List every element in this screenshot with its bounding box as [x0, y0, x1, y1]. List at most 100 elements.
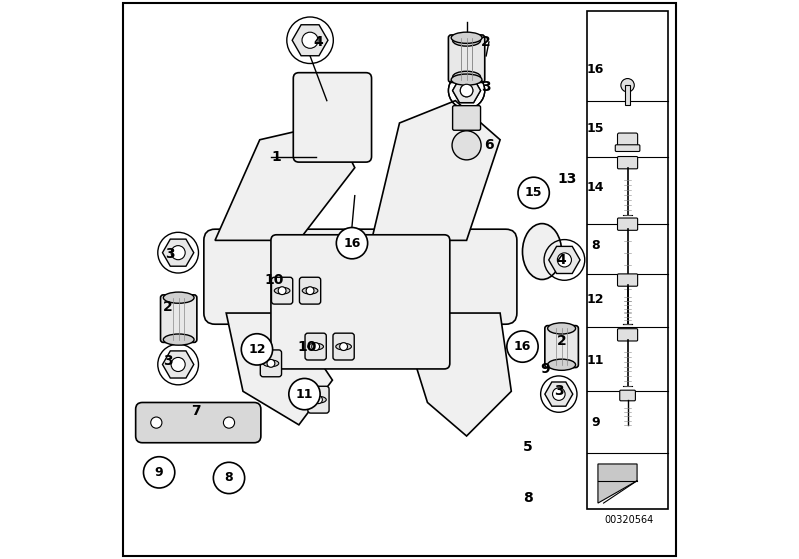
Text: 2: 2	[557, 334, 566, 348]
FancyBboxPatch shape	[452, 106, 480, 130]
Text: 15: 15	[525, 186, 543, 200]
Ellipse shape	[336, 343, 352, 350]
Polygon shape	[215, 123, 355, 240]
Circle shape	[306, 287, 314, 295]
Text: 3: 3	[163, 353, 173, 368]
Text: 16: 16	[587, 63, 604, 77]
Text: 12: 12	[587, 292, 605, 306]
Text: 11: 11	[296, 387, 313, 401]
Ellipse shape	[451, 74, 482, 85]
FancyBboxPatch shape	[305, 333, 326, 360]
FancyBboxPatch shape	[293, 73, 372, 162]
Circle shape	[507, 331, 539, 362]
Polygon shape	[226, 313, 332, 425]
Ellipse shape	[163, 292, 194, 303]
Polygon shape	[292, 25, 328, 56]
Ellipse shape	[308, 343, 324, 350]
FancyBboxPatch shape	[333, 333, 354, 360]
FancyBboxPatch shape	[618, 329, 638, 341]
Text: 8: 8	[523, 490, 533, 505]
Polygon shape	[372, 101, 500, 240]
Polygon shape	[452, 78, 480, 103]
Text: 9: 9	[155, 466, 164, 479]
Text: 3: 3	[554, 384, 563, 399]
Circle shape	[553, 388, 565, 400]
Text: 12: 12	[248, 343, 266, 356]
Bar	[587, 11, 669, 509]
Circle shape	[460, 84, 473, 97]
Polygon shape	[545, 382, 573, 406]
Ellipse shape	[523, 224, 562, 280]
Text: 6: 6	[484, 138, 494, 153]
Circle shape	[278, 287, 286, 295]
Text: 00320564: 00320564	[604, 515, 654, 525]
Ellipse shape	[263, 360, 279, 367]
Circle shape	[312, 343, 320, 350]
FancyBboxPatch shape	[260, 350, 281, 377]
FancyBboxPatch shape	[618, 157, 638, 169]
Bar	[625, 85, 630, 105]
Text: 8: 8	[225, 471, 233, 485]
FancyBboxPatch shape	[618, 274, 638, 286]
Polygon shape	[162, 351, 194, 378]
Polygon shape	[549, 247, 580, 273]
Text: 16: 16	[514, 340, 531, 353]
FancyBboxPatch shape	[545, 325, 578, 368]
FancyBboxPatch shape	[450, 37, 483, 79]
Text: 13: 13	[558, 172, 577, 186]
Circle shape	[213, 462, 244, 494]
Text: 9: 9	[540, 362, 550, 376]
Polygon shape	[162, 239, 194, 266]
Circle shape	[171, 245, 185, 260]
Circle shape	[288, 378, 320, 410]
Ellipse shape	[311, 396, 326, 403]
Circle shape	[302, 32, 318, 48]
Text: 7: 7	[191, 404, 201, 418]
FancyBboxPatch shape	[620, 390, 635, 401]
Circle shape	[267, 359, 275, 367]
Circle shape	[241, 334, 272, 365]
Circle shape	[224, 417, 235, 428]
Text: 15: 15	[587, 122, 605, 135]
Text: 3: 3	[481, 79, 491, 94]
Circle shape	[621, 79, 634, 92]
Polygon shape	[400, 313, 511, 436]
Text: 4: 4	[557, 253, 566, 267]
Polygon shape	[452, 78, 480, 103]
FancyBboxPatch shape	[204, 229, 517, 324]
FancyBboxPatch shape	[272, 277, 292, 304]
Text: 9: 9	[591, 415, 600, 429]
Circle shape	[452, 131, 481, 160]
FancyBboxPatch shape	[271, 235, 450, 369]
Text: 10: 10	[297, 339, 317, 354]
Circle shape	[336, 228, 368, 259]
Text: 16: 16	[344, 236, 360, 250]
Text: 2: 2	[481, 35, 491, 49]
Ellipse shape	[452, 35, 480, 46]
Ellipse shape	[302, 287, 318, 294]
Text: 10: 10	[264, 272, 284, 287]
Circle shape	[144, 457, 175, 488]
Ellipse shape	[452, 71, 480, 82]
Circle shape	[315, 396, 322, 404]
Text: 5: 5	[523, 440, 533, 454]
Text: 3: 3	[165, 247, 175, 262]
Text: 8: 8	[591, 239, 600, 253]
FancyBboxPatch shape	[161, 295, 197, 342]
FancyBboxPatch shape	[618, 133, 638, 149]
Text: 14: 14	[587, 181, 605, 194]
Circle shape	[171, 357, 185, 372]
FancyBboxPatch shape	[615, 145, 640, 151]
FancyBboxPatch shape	[300, 277, 320, 304]
Polygon shape	[598, 464, 637, 503]
FancyBboxPatch shape	[308, 386, 329, 413]
FancyBboxPatch shape	[618, 218, 638, 230]
Ellipse shape	[547, 323, 575, 334]
FancyBboxPatch shape	[136, 402, 260, 443]
Text: 2: 2	[163, 300, 173, 315]
Ellipse shape	[451, 32, 482, 44]
Text: 1: 1	[272, 149, 281, 164]
Circle shape	[460, 84, 473, 97]
Ellipse shape	[547, 359, 575, 370]
Text: 4: 4	[313, 35, 324, 49]
